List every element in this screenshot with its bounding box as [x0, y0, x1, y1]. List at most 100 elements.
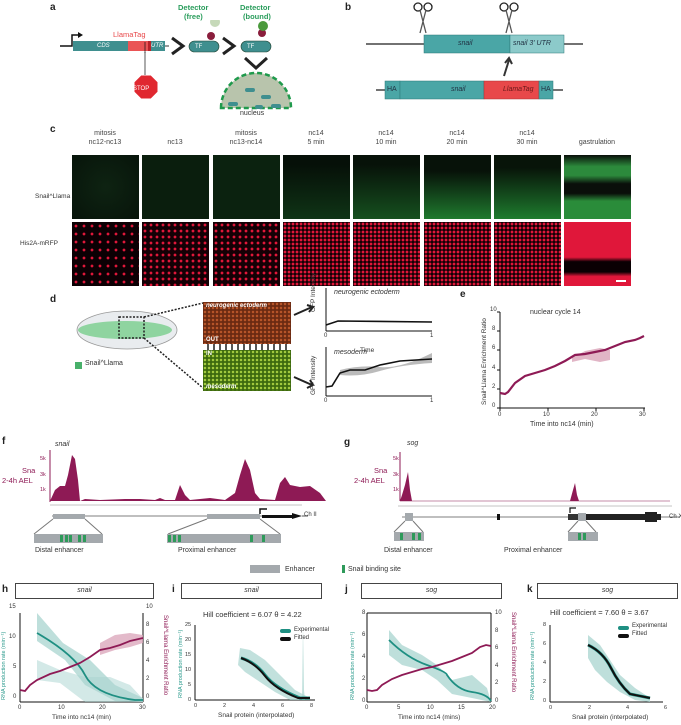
panel-label-c: c: [50, 124, 56, 135]
k-ytick-4: 4: [543, 660, 547, 666]
micrograph-snail-4: [353, 155, 420, 219]
utr-label: UTR: [151, 43, 164, 49]
col-header-1: nc13: [167, 139, 183, 146]
h-xtick-10: 10: [58, 705, 65, 711]
k-ytick-8: 8: [543, 622, 547, 628]
k-xtick-2: 2: [588, 705, 592, 711]
h-ytick-right-6: 6: [146, 640, 150, 646]
g-chip-track: [393, 452, 680, 541]
row-label-snail-llama: Snail^Llama: [35, 193, 71, 200]
g-chrom-label: Ch X: [669, 514, 681, 520]
llamatag-label: LlamaTag: [113, 30, 146, 39]
f-ytick-1k: 1k: [40, 487, 46, 493]
d-plot2-xtick-1: 1: [430, 398, 434, 404]
ectoderm-micrograph: [203, 302, 291, 344]
i-legend-fitted: Fitted: [294, 635, 310, 641]
detector-bound-line1: Detector: [240, 3, 271, 12]
e-xtick-10: 10: [543, 412, 550, 418]
img-label-in: IN: [206, 351, 212, 357]
d-plot1-title: neurogenic ectoderm: [334, 289, 400, 296]
e-xtick-20: 20: [591, 412, 598, 418]
j-ytick-left-6: 6: [362, 632, 366, 638]
micrograph-his2a-7: [564, 222, 631, 286]
i-ytick-20: 20: [185, 637, 192, 643]
i-ytick-0: 0: [188, 697, 192, 703]
k-legend-fitted: Fitted: [632, 631, 648, 637]
img-label-mesoderm: mesoderm: [206, 384, 237, 390]
col-header-0: mitosis nc12-nc13: [88, 130, 122, 146]
micrograph-snail-6: [494, 155, 561, 219]
panel-label-a: a: [50, 2, 56, 13]
f-proximal-enhancer: Proximal enhancer: [178, 547, 237, 554]
g-ytick-5k: 5k: [393, 456, 399, 462]
micrograph-his2a-3: [283, 222, 350, 286]
f-ytick-5k: 5k: [40, 456, 46, 462]
i-ytick-25: 25: [185, 622, 192, 628]
j-ytick-left-2: 2: [362, 676, 366, 682]
img-label-out: OUT: [206, 337, 219, 343]
k-ylabel: RNA production rate (min⁻¹): [530, 631, 536, 700]
i-legend-experimental: Experimental: [294, 627, 330, 633]
j-ytick-right-6: 6: [495, 645, 499, 651]
j-xtick-10: 10: [427, 705, 434, 711]
binding-site-legend-swatch: [342, 565, 345, 573]
micrograph-snail-2: [213, 155, 280, 219]
e-ytick-2: 2: [492, 384, 496, 390]
d-plot1-ylabel: GFP Intensity: [310, 272, 317, 312]
i-ytick-10: 10: [185, 667, 192, 673]
g-ytick-3k: 3k: [393, 472, 399, 478]
d-plot1-xlabel: Time: [360, 347, 375, 354]
micrograph-snail-1: [142, 155, 209, 219]
j-ytick-left-4: 4: [362, 654, 366, 660]
detector-free-line2: (free): [184, 12, 203, 21]
g-proximal-enhancer: Proximal enhancer: [504, 547, 563, 554]
h-ytick-left-5: 5: [13, 664, 17, 670]
f-distal-enhancer: Distal enhancer: [35, 547, 84, 554]
micrograph-his2a-5: [424, 222, 491, 286]
enhancer-legend-label: Enhancer: [285, 566, 315, 573]
micrograph-snail-5: [424, 155, 491, 219]
panel-label-k: k: [527, 584, 533, 595]
nucleus-label: nucleus: [240, 110, 265, 117]
j-ytick-right-4: 4: [495, 663, 499, 669]
f-chip-track: [33, 450, 326, 543]
d-plot2-xtick-0: 0: [324, 398, 328, 404]
locus-snail-label: snail: [458, 40, 473, 47]
f-track-label-1: Sna: [22, 466, 36, 475]
i-gene-box: snail: [181, 583, 322, 599]
e-ylabel: Snail^Llama Enrichment Ratio: [481, 318, 488, 405]
donor-llamatag-label: LlamaTag: [503, 86, 534, 93]
micrograph-his2a-4: [353, 222, 420, 286]
d-plot2-ylabel: GFP Intensity: [310, 355, 317, 395]
panel-label-h: h: [2, 584, 9, 595]
j-ytick-left-0: 0: [362, 698, 366, 704]
img-label-neurogenic-ectoderm: neurogenic ectoderm: [206, 303, 268, 309]
k-hill-plot: [549, 625, 663, 703]
i-xtick-8: 8: [310, 703, 314, 709]
col-header-2: mitosis nc13-nc14: [229, 130, 263, 146]
j-xtick-0: 0: [365, 705, 369, 711]
k-xtick-6: 6: [664, 705, 668, 711]
micrograph-his2a-2: [213, 222, 280, 286]
j-ytick-right-0: 0: [495, 698, 499, 704]
row-label-his2a: His2A-mRFP: [20, 240, 58, 247]
j-xtick-15: 15: [458, 705, 465, 711]
donor-ha-left: HA: [387, 86, 397, 93]
tf-free-label: TF: [195, 44, 203, 50]
binding-site-legend-label: Snail binding site: [348, 566, 401, 573]
donor-snail-label: snail: [451, 86, 466, 93]
i-hill-plot: [194, 625, 315, 701]
i-xtick-6: 6: [281, 703, 285, 709]
f-ytick-3k: 3k: [40, 472, 46, 478]
i-xtick-0: 0: [194, 703, 198, 709]
micrograph-his2a-6: [494, 222, 561, 286]
col-header-7: gastrulation: [578, 139, 616, 146]
k-title: Hill coefficient = 7.60 θ = 3.67: [550, 608, 649, 617]
h-ytick-right-10: 10: [146, 604, 153, 610]
h-xtick-20: 20: [99, 705, 106, 711]
d-legend-snail-llama: Snail^Llama: [85, 360, 123, 367]
g-gene-label: sog: [407, 440, 419, 447]
j-gene-box: sog: [361, 583, 502, 599]
donor-ha-right: HA: [541, 86, 551, 93]
enhancer-legend-swatch: [250, 565, 280, 573]
